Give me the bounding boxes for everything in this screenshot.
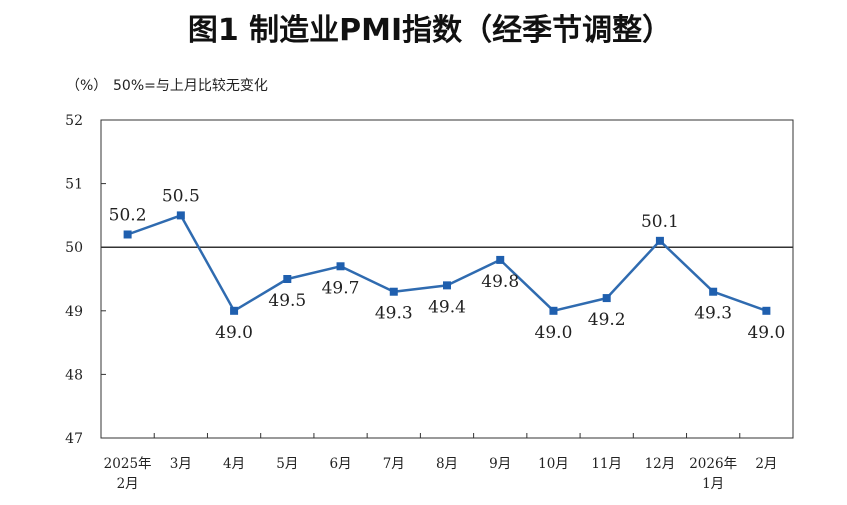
data-label: 50.5 [162,186,200,206]
y-tick-label: 50 [65,240,83,256]
x-tick-label: 7月 [383,456,405,472]
data-point-marker [389,287,398,296]
data-point-marker [336,262,345,271]
y-tick-label: 47 [65,431,83,447]
x-tick-label: 12月 [645,456,676,472]
data-label: 50.1 [641,212,679,232]
x-tick-label: 10月 [538,456,569,472]
data-point-marker [496,255,505,264]
data-label: 50.2 [109,205,147,225]
data-point-marker [709,287,718,296]
data-label: 49.8 [481,272,519,292]
x-tick-label: 2月 [755,456,777,472]
x-tick-label: 2025年 [104,456,152,472]
data-label: 49.3 [694,304,732,324]
data-label: 49.4 [428,297,466,317]
x-tick-label: 9月 [489,456,511,472]
chart-title: 图1 制造业PMI指数（经季节调整） [188,13,672,48]
data-point-marker [123,230,132,239]
data-point-marker [283,275,292,283]
x-tick-label: 8月 [436,456,458,472]
x-tick-label: 5月 [276,456,298,472]
data-point-marker [230,306,239,315]
y-tick-label: 48 [65,367,83,383]
x-tick-label: 2026年 [689,456,737,472]
x-tick-label: 1月 [702,476,724,492]
data-point-marker [549,306,558,315]
data-label: 49.0 [747,323,785,343]
y-axis: 47 48 49 50 51 52 [65,113,106,447]
data-label: 49.7 [322,278,360,298]
data-label: 49.3 [375,304,413,324]
data-point-marker [176,211,185,220]
y-tick-label: 49 [65,304,83,320]
x-tick-label: 6月 [329,456,351,472]
data-label: 49.0 [535,323,573,343]
data-point-marker [602,294,611,303]
x-tick-label: 11月 [591,456,622,472]
x-tick-label: 3月 [170,456,192,472]
y-tick-label: 51 [65,177,83,193]
data-label: 49.5 [268,291,306,311]
data-label: 49.2 [588,310,626,330]
data-label: 49.0 [215,323,253,343]
x-tick-label: 2月 [117,476,139,492]
chart-note: 50%=与上月比较无变化 [113,78,268,94]
data-point-marker [443,281,451,290]
x-axis: 2025年 2月 3月 4月 5月 6月 7月 8月 9月 10月 11月 12月 2026年 1月 2月 [104,433,777,492]
y-unit-label: （%） [66,78,107,94]
data-markers [123,211,771,315]
plot-area [100,119,794,439]
y-tick-label: 52 [65,113,83,129]
data-labels: 50.2 50.5 49.0 49.5 49.7 49.3 49.4 49.8 49.0 49.2… [109,186,786,342]
x-tick-label: 4月 [223,456,245,472]
data-point-marker [655,236,664,245]
data-point-marker [762,306,771,315]
